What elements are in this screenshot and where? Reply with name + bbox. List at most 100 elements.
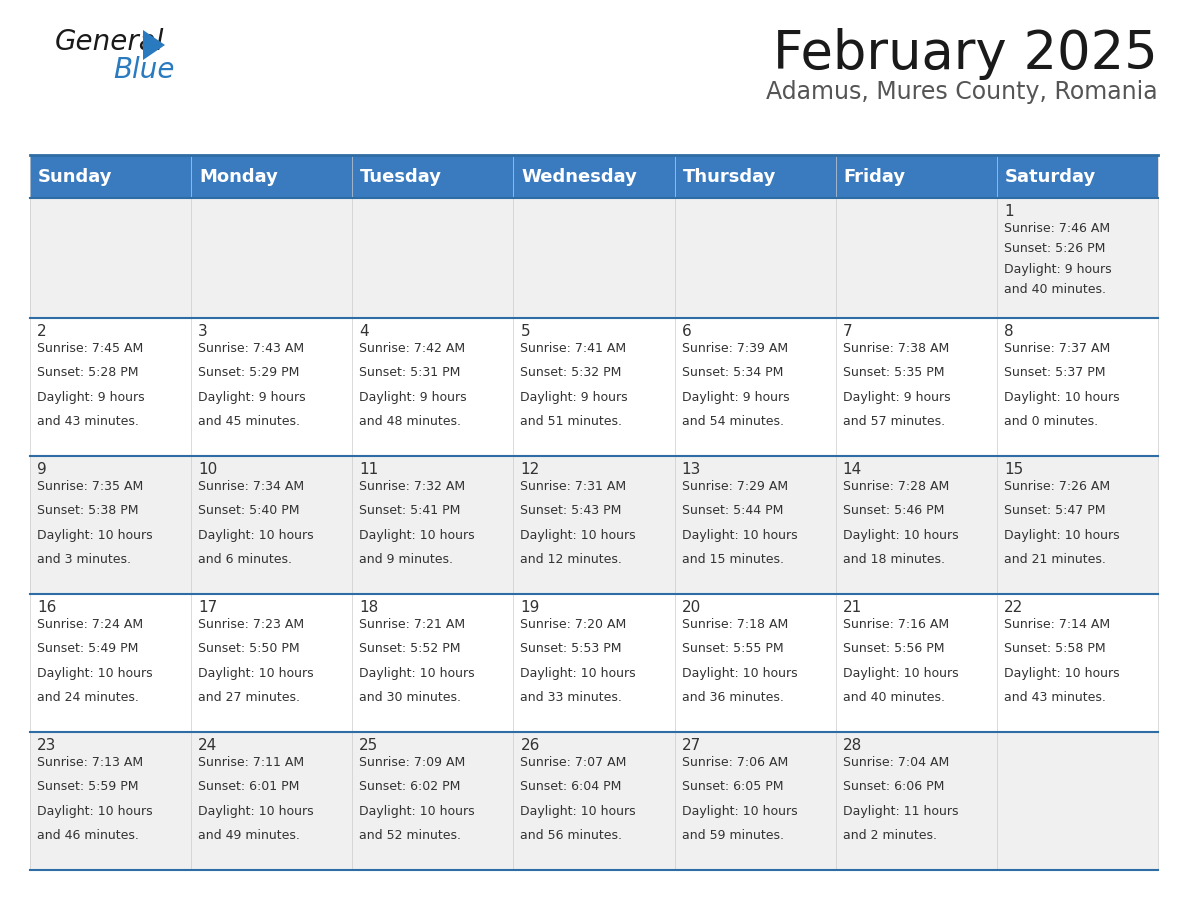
- Text: Sunset: 5:34 PM: Sunset: 5:34 PM: [682, 366, 783, 379]
- Text: 5: 5: [520, 324, 530, 339]
- Text: Sunset: 5:43 PM: Sunset: 5:43 PM: [520, 505, 621, 518]
- Text: Daylight: 9 hours: Daylight: 9 hours: [198, 391, 305, 404]
- Bar: [30, 456, 1158, 594]
- Text: Tuesday: Tuesday: [360, 167, 442, 185]
- Text: and 30 minutes.: and 30 minutes.: [359, 691, 461, 704]
- Text: Daylight: 10 hours: Daylight: 10 hours: [842, 666, 959, 680]
- Text: and 24 minutes.: and 24 minutes.: [37, 691, 139, 704]
- Text: Sunrise: 7:23 AM: Sunrise: 7:23 AM: [198, 618, 304, 631]
- Text: and 46 minutes.: and 46 minutes.: [37, 829, 139, 843]
- Text: and 12 minutes.: and 12 minutes.: [520, 554, 623, 566]
- Text: and 56 minutes.: and 56 minutes.: [520, 829, 623, 843]
- Text: Sunrise: 7:41 AM: Sunrise: 7:41 AM: [520, 342, 626, 355]
- Text: Sunset: 6:04 PM: Sunset: 6:04 PM: [520, 780, 621, 793]
- Polygon shape: [143, 30, 165, 60]
- Text: Blue: Blue: [113, 56, 175, 84]
- Text: Sunset: 5:26 PM: Sunset: 5:26 PM: [1004, 242, 1105, 255]
- Text: Sunrise: 7:13 AM: Sunrise: 7:13 AM: [37, 756, 143, 769]
- Text: Sunrise: 7:46 AM: Sunrise: 7:46 AM: [1004, 222, 1110, 235]
- Text: 4: 4: [359, 324, 369, 339]
- Text: 2: 2: [37, 324, 46, 339]
- Text: Saturday: Saturday: [1005, 167, 1097, 185]
- Text: Daylight: 10 hours: Daylight: 10 hours: [198, 529, 314, 542]
- Text: Daylight: 9 hours: Daylight: 9 hours: [682, 391, 789, 404]
- Bar: [191, 155, 353, 198]
- Text: Daylight: 9 hours: Daylight: 9 hours: [37, 391, 145, 404]
- Text: 7: 7: [842, 324, 852, 339]
- Text: 11: 11: [359, 462, 379, 477]
- Text: February 2025: February 2025: [773, 28, 1158, 80]
- Text: 23: 23: [37, 738, 56, 753]
- Text: 15: 15: [1004, 462, 1023, 477]
- Text: and 21 minutes.: and 21 minutes.: [1004, 554, 1106, 566]
- Bar: [30, 318, 1158, 456]
- Text: Sunset: 6:06 PM: Sunset: 6:06 PM: [842, 780, 944, 793]
- Text: Daylight: 10 hours: Daylight: 10 hours: [520, 805, 636, 818]
- Text: Thursday: Thursday: [683, 167, 776, 185]
- Text: and 27 minutes.: and 27 minutes.: [198, 691, 301, 704]
- Bar: [675, 155, 835, 198]
- Text: 6: 6: [682, 324, 691, 339]
- Text: Daylight: 10 hours: Daylight: 10 hours: [520, 529, 636, 542]
- Text: Daylight: 10 hours: Daylight: 10 hours: [682, 666, 797, 680]
- Bar: [353, 155, 513, 198]
- Text: and 40 minutes.: and 40 minutes.: [1004, 284, 1106, 297]
- Text: 13: 13: [682, 462, 701, 477]
- Text: Daylight: 10 hours: Daylight: 10 hours: [682, 805, 797, 818]
- Bar: [835, 155, 997, 198]
- Text: Sunrise: 7:20 AM: Sunrise: 7:20 AM: [520, 618, 627, 631]
- Text: Sunset: 6:01 PM: Sunset: 6:01 PM: [198, 780, 299, 793]
- Text: Daylight: 10 hours: Daylight: 10 hours: [359, 529, 475, 542]
- Text: Daylight: 10 hours: Daylight: 10 hours: [37, 666, 152, 680]
- Text: Sunrise: 7:07 AM: Sunrise: 7:07 AM: [520, 756, 627, 769]
- Bar: [30, 198, 1158, 318]
- Text: Sunrise: 7:37 AM: Sunrise: 7:37 AM: [1004, 342, 1110, 355]
- Text: Daylight: 10 hours: Daylight: 10 hours: [520, 666, 636, 680]
- Text: Sunday: Sunday: [38, 167, 113, 185]
- Text: 8: 8: [1004, 324, 1013, 339]
- Text: Sunrise: 7:16 AM: Sunrise: 7:16 AM: [842, 618, 949, 631]
- Text: Sunset: 6:05 PM: Sunset: 6:05 PM: [682, 780, 783, 793]
- Text: and 57 minutes.: and 57 minutes.: [842, 415, 944, 429]
- Text: Sunrise: 7:45 AM: Sunrise: 7:45 AM: [37, 342, 144, 355]
- Text: Daylight: 9 hours: Daylight: 9 hours: [1004, 263, 1112, 276]
- Bar: [997, 155, 1158, 198]
- Text: Sunrise: 7:26 AM: Sunrise: 7:26 AM: [1004, 480, 1110, 493]
- Text: Daylight: 10 hours: Daylight: 10 hours: [1004, 529, 1119, 542]
- Text: 25: 25: [359, 738, 379, 753]
- Text: and 48 minutes.: and 48 minutes.: [359, 415, 461, 429]
- Text: and 33 minutes.: and 33 minutes.: [520, 691, 623, 704]
- Text: Sunset: 5:40 PM: Sunset: 5:40 PM: [198, 505, 299, 518]
- Text: Sunrise: 7:38 AM: Sunrise: 7:38 AM: [842, 342, 949, 355]
- Text: 22: 22: [1004, 600, 1023, 615]
- Text: Sunset: 5:55 PM: Sunset: 5:55 PM: [682, 643, 783, 655]
- Text: Adamus, Mures County, Romania: Adamus, Mures County, Romania: [766, 80, 1158, 104]
- Text: Daylight: 9 hours: Daylight: 9 hours: [359, 391, 467, 404]
- Text: Sunset: 5:38 PM: Sunset: 5:38 PM: [37, 505, 139, 518]
- Text: Sunrise: 7:09 AM: Sunrise: 7:09 AM: [359, 756, 466, 769]
- Text: Sunrise: 7:43 AM: Sunrise: 7:43 AM: [198, 342, 304, 355]
- Text: General: General: [55, 28, 164, 56]
- Text: and 43 minutes.: and 43 minutes.: [37, 415, 139, 429]
- Text: Sunset: 5:44 PM: Sunset: 5:44 PM: [682, 505, 783, 518]
- Text: and 2 minutes.: and 2 minutes.: [842, 829, 936, 843]
- Text: and 18 minutes.: and 18 minutes.: [842, 554, 944, 566]
- Text: Sunset: 5:56 PM: Sunset: 5:56 PM: [842, 643, 944, 655]
- Text: Daylight: 10 hours: Daylight: 10 hours: [359, 666, 475, 680]
- Text: and 40 minutes.: and 40 minutes.: [842, 691, 944, 704]
- Text: Sunrise: 7:42 AM: Sunrise: 7:42 AM: [359, 342, 466, 355]
- Text: Sunset: 5:32 PM: Sunset: 5:32 PM: [520, 366, 621, 379]
- Text: Sunset: 5:59 PM: Sunset: 5:59 PM: [37, 780, 139, 793]
- Text: and 9 minutes.: and 9 minutes.: [359, 554, 454, 566]
- Text: Sunset: 5:37 PM: Sunset: 5:37 PM: [1004, 366, 1105, 379]
- Text: Daylight: 10 hours: Daylight: 10 hours: [682, 529, 797, 542]
- Text: 26: 26: [520, 738, 539, 753]
- Text: and 36 minutes.: and 36 minutes.: [682, 691, 783, 704]
- Text: Sunrise: 7:32 AM: Sunrise: 7:32 AM: [359, 480, 466, 493]
- Text: and 43 minutes.: and 43 minutes.: [1004, 691, 1106, 704]
- Text: Sunset: 5:41 PM: Sunset: 5:41 PM: [359, 505, 461, 518]
- Text: Daylight: 11 hours: Daylight: 11 hours: [842, 805, 959, 818]
- Text: Sunrise: 7:28 AM: Sunrise: 7:28 AM: [842, 480, 949, 493]
- Text: and 59 minutes.: and 59 minutes.: [682, 829, 784, 843]
- Text: Daylight: 10 hours: Daylight: 10 hours: [1004, 391, 1119, 404]
